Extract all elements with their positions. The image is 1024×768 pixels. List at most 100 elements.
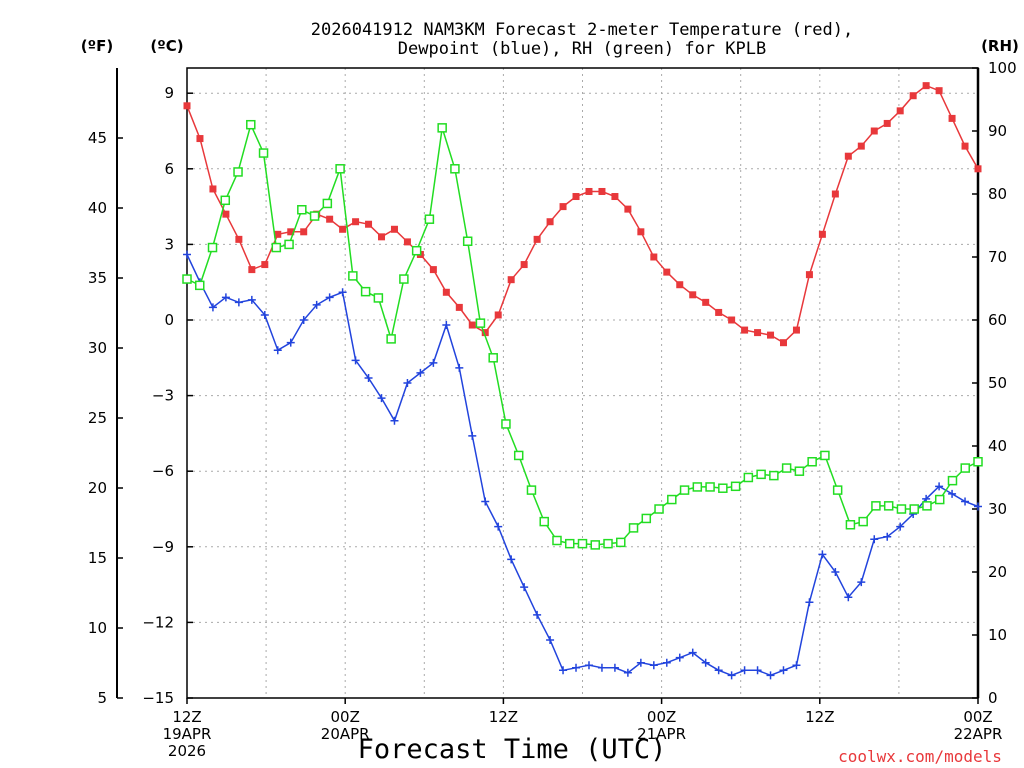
dewpoint-point [183, 250, 191, 259]
rh-point [896, 504, 907, 514]
temperature-point [883, 119, 891, 127]
rh-point [475, 318, 486, 328]
temperature-point [624, 205, 632, 213]
x-tick-label: 22APR [954, 725, 1003, 743]
celsius-tick-label: −12 [142, 613, 174, 631]
rh-point [807, 457, 817, 467]
temperature-point [455, 303, 463, 311]
dewpoint-point [662, 658, 671, 667]
dewpoint-point [935, 482, 944, 491]
x-tick-label: 21APR [637, 725, 686, 743]
temperature-point [196, 135, 204, 143]
dewpoint-point [286, 338, 295, 347]
temperature-point [442, 288, 450, 296]
rh-point [220, 195, 231, 206]
temperature-point [948, 114, 956, 122]
rh-point [590, 540, 601, 550]
rh-tick-label: 60 [988, 311, 1007, 329]
rh-point [309, 211, 320, 221]
celsius-tick-label: 0 [164, 311, 174, 329]
axes: 454035302520151059630−3−6−9−12−151009080… [88, 59, 1017, 760]
fahrenheit-tick-label: 45 [88, 129, 107, 147]
rh-point [718, 483, 728, 493]
temperature-point [650, 253, 658, 261]
temperature-point [870, 127, 878, 135]
dewpoint-point [390, 416, 399, 425]
temperature-point [403, 238, 411, 246]
x-tick-label: 12Z [172, 708, 201, 726]
temperature-point [287, 228, 295, 236]
temperature-point [222, 210, 230, 218]
dewpoint-point [260, 310, 269, 319]
dewpoint-line [186, 254, 979, 677]
temperature-point [507, 276, 515, 284]
rh-point [258, 148, 269, 158]
fahrenheit-tick-label: 40 [88, 199, 107, 217]
dewpoint-point [636, 658, 645, 667]
fahrenheit-tick-label: 35 [88, 269, 107, 287]
dewpoint-point [740, 666, 749, 675]
temperature-point [896, 107, 904, 115]
credit-link[interactable]: coolwx.com/models [838, 747, 1002, 766]
rh-point [411, 245, 422, 256]
temperature-point [429, 266, 437, 274]
temperature-point [741, 326, 749, 334]
temperature-point [300, 228, 308, 236]
temperature-point [676, 281, 684, 289]
rh-point [909, 504, 919, 514]
temperature-point [365, 220, 373, 228]
rh-point [603, 538, 613, 549]
gridlines [187, 68, 978, 699]
dewpoint-point [753, 666, 762, 675]
dewpoint-point [533, 610, 542, 619]
dewpoint-point [481, 497, 490, 506]
dewpoint-point [455, 363, 464, 372]
dewpoint-point [896, 522, 905, 531]
dewpoint-point [584, 661, 593, 670]
temperature-point [546, 218, 554, 226]
rh-point [488, 353, 498, 363]
dewpoint-point [403, 379, 412, 387]
x-axis-label: Forecast Time (UTC) [358, 734, 667, 765]
x-tick-label: 12Z [805, 708, 834, 726]
rh-point [769, 470, 779, 481]
celsius-tick-label: −3 [152, 387, 174, 405]
temperature-point [378, 233, 386, 241]
rh-tick-label: 10 [988, 626, 1007, 644]
rh-point [934, 494, 945, 505]
dewpoint-point [675, 653, 684, 662]
x-tick-label: 19APR [163, 725, 212, 743]
dewpoint-point [961, 497, 970, 506]
temperature-point [209, 185, 217, 193]
dewpoint-point [857, 578, 866, 587]
rh-point [628, 523, 639, 533]
dewpoint-point [559, 666, 568, 675]
rh-point [781, 463, 792, 473]
rh-point [271, 242, 282, 253]
x-tick-label: 00Z [963, 708, 992, 726]
dewpoint-point [727, 671, 736, 680]
dewpoint-point [818, 550, 827, 559]
temperature-point [352, 218, 360, 226]
dewpoint-point [468, 431, 477, 440]
fahrenheit-tick-label: 15 [88, 549, 107, 567]
dewpoint-point [805, 598, 814, 607]
dewpoint-point [649, 661, 658, 670]
temperature-point [637, 228, 645, 236]
fahrenheit-tick-label: 20 [88, 479, 107, 497]
rh-point [947, 475, 958, 486]
x-tick-label: 12Z [489, 708, 518, 726]
rh-point [577, 538, 588, 549]
rh-tick-label: 40 [988, 437, 1007, 455]
dewpoint-point [247, 295, 256, 304]
dewpoint-point [546, 636, 555, 645]
dewpoint-point [701, 658, 710, 667]
temperature-point [961, 142, 969, 150]
rh-point [322, 198, 333, 209]
rh-point [399, 274, 409, 284]
rh-point [526, 485, 537, 495]
dewpoint-point [766, 671, 775, 680]
dewpoint-point [572, 663, 581, 672]
series-layer [182, 82, 983, 680]
